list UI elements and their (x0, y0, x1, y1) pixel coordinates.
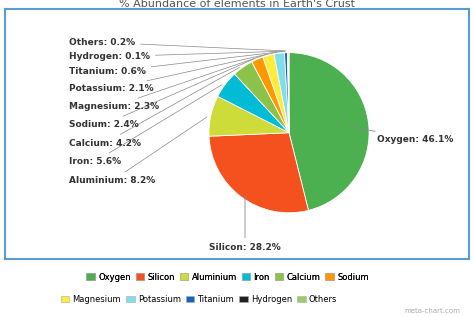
Text: Others: 0.2%: Others: 0.2% (69, 38, 286, 51)
Wedge shape (209, 133, 309, 213)
Wedge shape (235, 62, 289, 133)
Text: Potassium: 2.1%: Potassium: 2.1% (69, 52, 276, 93)
Text: Silicon: 28.2%: Silicon: 28.2% (209, 195, 281, 252)
Title: % Abundance of elements in Earth's Crust: % Abundance of elements in Earth's Crust (119, 0, 355, 9)
Wedge shape (289, 53, 369, 210)
Wedge shape (209, 96, 289, 136)
Legend: Magnesium, Potassium, Titanium, Hydrogen, Others: Magnesium, Potassium, Titanium, Hydrogen… (57, 291, 341, 307)
Wedge shape (274, 53, 289, 133)
Text: meta-chart.com: meta-chart.com (404, 308, 460, 314)
Wedge shape (218, 74, 289, 133)
Wedge shape (252, 57, 289, 133)
Wedge shape (284, 53, 289, 133)
Text: Hydrogen: 0.1%: Hydrogen: 0.1% (69, 51, 285, 61)
Text: Iron: 5.6%: Iron: 5.6% (69, 85, 221, 166)
Text: Aluminium: 8.2%: Aluminium: 8.2% (69, 117, 207, 185)
Wedge shape (288, 53, 289, 133)
Legend: Oxygen, Silicon, Aluminium, Iron, Calcium, Sodium: Oxygen, Silicon, Aluminium, Iron, Calciu… (83, 269, 372, 285)
Text: Titanium: 0.6%: Titanium: 0.6% (69, 52, 283, 76)
Text: Calcium: 4.2%: Calcium: 4.2% (69, 67, 239, 148)
Wedge shape (288, 53, 289, 133)
Text: Magnesium: 2.3%: Magnesium: 2.3% (69, 55, 265, 111)
Wedge shape (263, 54, 289, 133)
Text: Oxygen: 46.1%: Oxygen: 46.1% (349, 126, 454, 144)
Text: Sodium: 2.4%: Sodium: 2.4% (69, 59, 254, 129)
